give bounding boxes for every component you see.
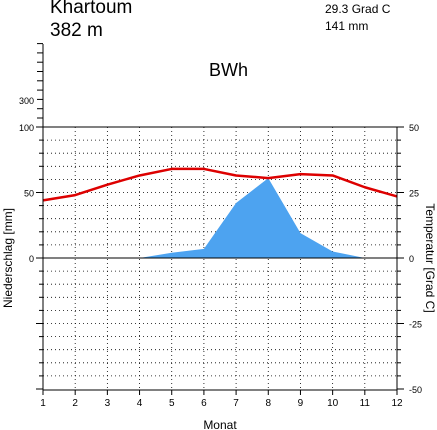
chart-axes xyxy=(36,43,404,395)
x-tick-label: 3 xyxy=(105,398,111,409)
x-tick-label: 12 xyxy=(391,398,403,409)
x-tick-label: 4 xyxy=(137,398,143,409)
x-tick-label: 9 xyxy=(298,398,304,409)
x-tick-label: 7 xyxy=(233,398,239,409)
left-axis-label: Niederschlag [mm] xyxy=(1,208,15,308)
temperature-series xyxy=(42,167,398,202)
right-tick-label: -25 xyxy=(409,320,422,330)
annual-mean-temperature: 29.3 Grad C xyxy=(325,2,391,16)
x-axis-label: Monat xyxy=(203,418,237,430)
climate-classification: BWh xyxy=(209,60,249,80)
precipitation-area xyxy=(43,178,397,258)
x-tick-label: 2 xyxy=(72,398,78,409)
x-tick-label: 6 xyxy=(201,398,207,409)
chart-grid xyxy=(43,127,397,390)
right-tick-label: 0 xyxy=(409,254,414,264)
x-tick-label: 8 xyxy=(265,398,271,409)
x-tick-label: 10 xyxy=(327,398,339,409)
x-tick-label: 1 xyxy=(40,398,46,409)
upper-scale-tick-label: 300 xyxy=(19,96,34,106)
left-tick-label: 0 xyxy=(29,254,34,264)
x-tick-label: 5 xyxy=(169,398,175,409)
station-elevation: 382 m xyxy=(50,20,103,41)
left-tick-label: 100 xyxy=(19,123,34,133)
x-tick-label: 11 xyxy=(360,398,371,409)
station-name: Khartoum xyxy=(50,0,133,18)
right-tick-label: 25 xyxy=(409,189,419,199)
annual-precipitation-total: 141 mm xyxy=(325,19,369,33)
left-tick-label: 50 xyxy=(24,189,34,199)
precipitation-series xyxy=(42,178,398,259)
right-tick-label: 50 xyxy=(409,123,419,133)
right-axis-label: Temperatur [Grad C] xyxy=(423,203,437,312)
right-tick-label: -50 xyxy=(409,385,422,395)
temperature-line xyxy=(42,167,398,202)
